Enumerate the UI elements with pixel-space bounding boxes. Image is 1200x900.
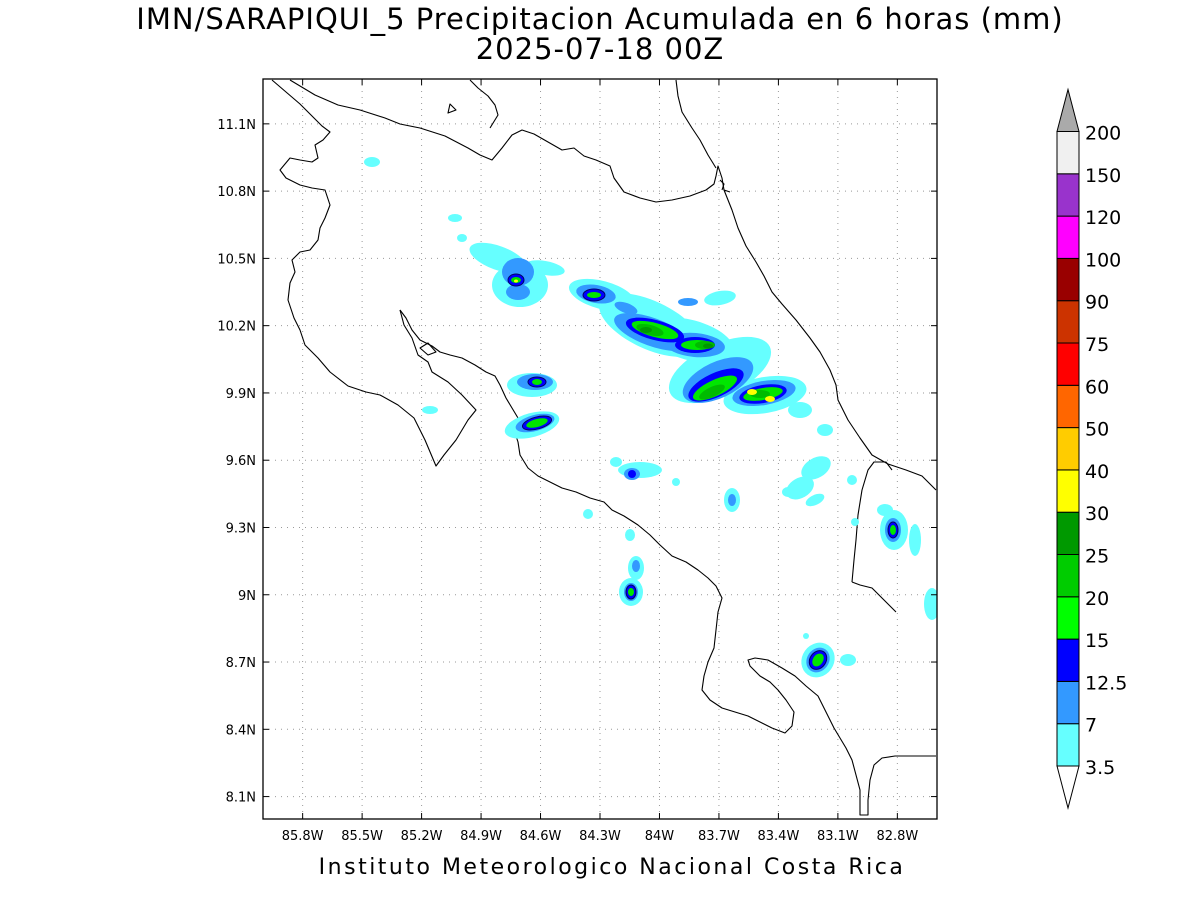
nicaragua-east (675, 79, 717, 169)
precip-7mm (502, 258, 901, 673)
colorbar-level-label: 25 (1085, 546, 1109, 568)
colorbar-swatch (1056, 469, 1080, 513)
lat-tick-label: 9.6N (226, 454, 256, 469)
precip-25mm (640, 327, 713, 349)
map-frame (262, 78, 938, 820)
lat-tick-label: 8.1N (226, 791, 256, 806)
lat-tick-label: 9.9N (226, 387, 256, 402)
colorbar-level-label: 90 (1085, 292, 1109, 314)
colorbar-swatch (1056, 131, 1080, 175)
lake-island (447, 103, 457, 114)
panama-border-2 (851, 581, 897, 613)
colorbar-level-label: 75 (1085, 334, 1109, 356)
colorbar-level-label: 50 (1085, 419, 1109, 441)
panama-border (851, 461, 893, 583)
nicaragua-coast (271, 79, 477, 467)
lon-tick-label: 83.4W (758, 829, 800, 844)
lon-tick-label: 84.9W (460, 829, 502, 844)
colorbar-swatch (1056, 173, 1080, 217)
precip-3p5mm (364, 157, 937, 678)
institution-footer: Instituto Meteorologico Nacional Costa R… (318, 855, 906, 880)
colorbar-legend: 3.5 7 12.5 15 20 25 30 40 50 60 75 90 100 120 150 200 (1056, 87, 1127, 810)
precipitation-field (364, 157, 937, 678)
lat-tick-label: 8.7N (226, 656, 256, 671)
colorbar-swatch (1056, 511, 1080, 556)
nicaragua-upper (469, 79, 499, 129)
colorbar-level-label: 120 (1085, 207, 1121, 229)
colorbar-swatch (1056, 384, 1080, 429)
colorbar-level-label: 60 (1085, 376, 1109, 398)
lon-tick-label: 84.6W (520, 829, 562, 844)
colorbar-lower-arrow (1056, 765, 1080, 810)
colorbar-level-label: 100 (1085, 249, 1121, 271)
lat-tick-label: 9.3N (226, 521, 256, 536)
colorbar-level-label: 12.5 (1085, 672, 1127, 694)
lon-tick-label: 85.8W (282, 829, 324, 844)
colorbar-swatch (1056, 680, 1080, 725)
lon-tick-label: 82.8W (876, 829, 918, 844)
precip-30mm (514, 279, 775, 402)
lake-nicaragua-shore (289, 79, 731, 203)
colorbar-swatch (1056, 596, 1080, 640)
colorbar-swatch (1056, 257, 1080, 302)
colorbar-level-label: 40 (1085, 461, 1109, 483)
lat-tick-label: 9N (238, 589, 256, 604)
lat-tick-label: 8.4N (226, 723, 256, 738)
lat-tick-label: 10.8N (217, 185, 256, 200)
latitude-axis: 8.1N 8.4N 8.7N 9N 9.3N 9.6N 9.9N 10.2N 10.5N 10.8… (217, 118, 937, 806)
lon-tick-label: 84.3W (579, 829, 621, 844)
colorbar-swatch (1056, 427, 1080, 471)
colorbar-swatch (1056, 723, 1080, 767)
lon-tick-label: 83.7W (698, 829, 740, 844)
map-grid (263, 79, 937, 819)
longitude-axis: 85.8W 85.5W 85.2W 84.9W 84.6W 84.3W 84W 83.7W 83… (282, 79, 918, 844)
colorbar-swatch (1056, 554, 1080, 598)
coastline-borders (271, 79, 937, 816)
colorbar-swatch (1056, 342, 1080, 386)
map-title: IMN/SARAPIQUI_5 Precipitacion Acumulada … (136, 2, 1064, 36)
lon-tick-label: 84W (645, 829, 675, 844)
colorbar-level-label: 150 (1085, 165, 1121, 187)
nicoya-gulf (399, 309, 936, 816)
lat-tick-label: 11.1N (217, 118, 256, 133)
lat-tick-label: 10.2N (217, 320, 256, 335)
colorbar-level-label: 30 (1085, 503, 1109, 525)
colorbar-level-label: 15 (1085, 630, 1109, 652)
lat-tick-label: 10.5N (217, 252, 256, 267)
colorbar-level-label: 7 (1085, 715, 1097, 737)
colorbar-level-label: 200 (1085, 123, 1121, 145)
nicoya-island (419, 342, 437, 356)
lon-tick-label: 83.1W (817, 829, 859, 844)
colorbar-swatch (1056, 215, 1080, 259)
small-island (719, 179, 725, 191)
colorbar-upper-arrow (1056, 87, 1080, 132)
colorbar-level-label: 3.5 (1085, 757, 1115, 779)
contour-lines (507, 273, 899, 670)
colorbar-level-label: 20 (1085, 588, 1109, 610)
map-datetime: 2025-07-18 00Z (475, 32, 725, 66)
colorbar-swatch (1056, 300, 1080, 344)
caribbean-coast (723, 189, 937, 491)
lon-tick-label: 85.5W (341, 829, 383, 844)
lon-tick-label: 85.2W (401, 829, 443, 844)
colorbar-swatch (1056, 638, 1080, 682)
